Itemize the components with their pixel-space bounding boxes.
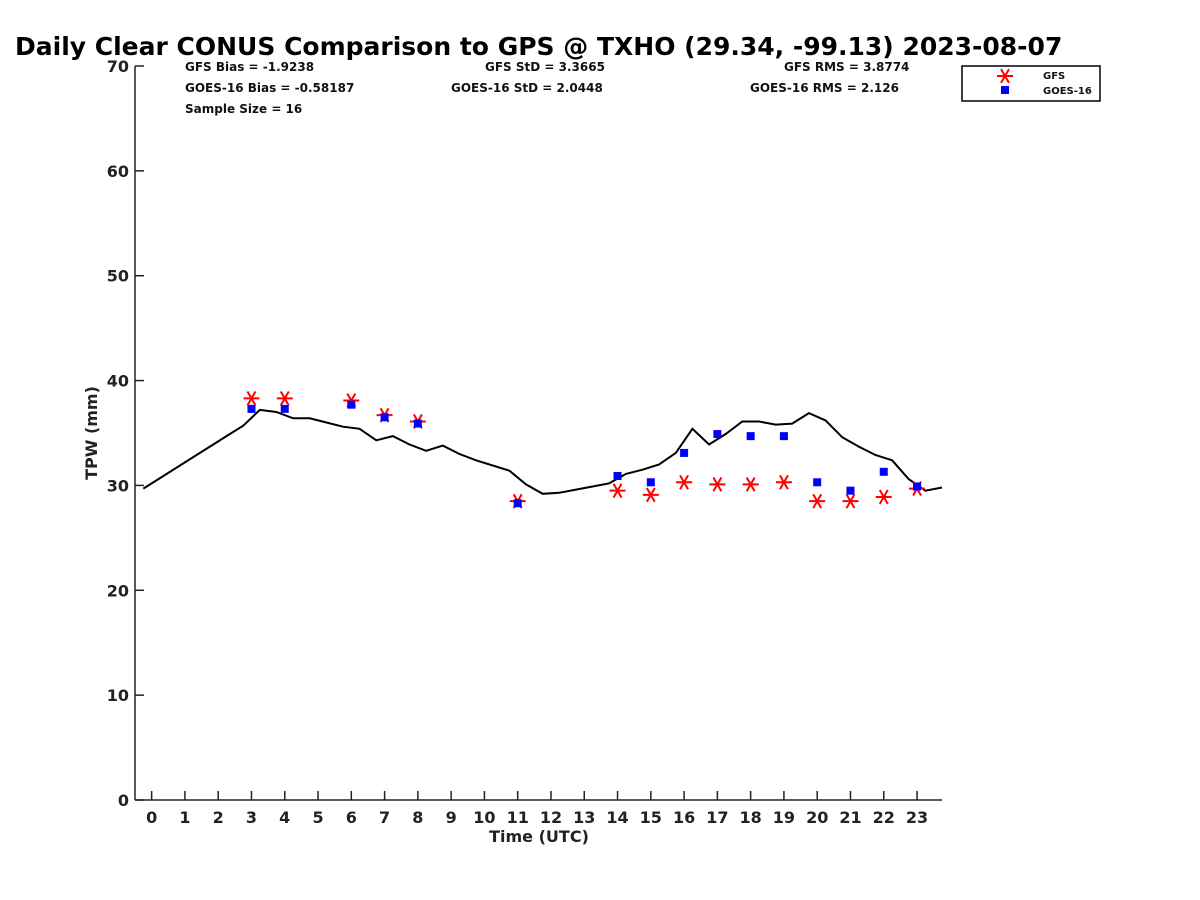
x-tick-label: 8: [412, 808, 423, 827]
x-tick-label: 7: [379, 808, 390, 827]
goes16-point: [846, 486, 855, 495]
x-tick-label: 22: [873, 808, 895, 827]
legend-gfs-symbol: [997, 68, 1013, 84]
stat-gfs-rms: GFS RMS = 3.8774: [784, 60, 909, 74]
y-tick-label: 70: [107, 57, 129, 76]
x-tick-label: 9: [446, 808, 457, 827]
goes16-point: [779, 432, 788, 441]
goes16-point: [813, 478, 822, 487]
x-tick-label: 4: [279, 808, 290, 827]
y-tick-label: 60: [107, 162, 129, 181]
stat-sample-size: Sample Size = 16: [185, 102, 302, 116]
y-tick-label: 0: [118, 791, 129, 810]
gfs-point: [609, 483, 626, 499]
goes16-point: [513, 499, 522, 508]
x-tick-label: 19: [773, 808, 795, 827]
x-tick-label: 13: [573, 808, 595, 827]
gfs-point: [875, 489, 892, 505]
stat-goes-rms: GOES-16 RMS = 2.126: [750, 81, 899, 95]
y-tick-label: 20: [107, 581, 129, 600]
plot-area: [142, 390, 943, 509]
chart-title: Daily Clear CONUS Comparison to GPS @ TX…: [15, 32, 1062, 61]
gfs-point: [775, 474, 792, 490]
x-tick-label: 20: [806, 808, 828, 827]
stat-gfs-std: GFS StD = 3.3665: [485, 60, 605, 74]
legend-goes-marker: [1001, 86, 1009, 94]
x-tick-label: 16: [673, 808, 695, 827]
x-tick-label: 5: [312, 808, 323, 827]
x-axis-label: Time (UTC): [489, 827, 589, 846]
goes16-point: [247, 404, 256, 413]
y-tick-label: 40: [107, 372, 129, 391]
goes16-point: [347, 400, 356, 409]
legend-box: [961, 65, 1101, 102]
gfs-point: [676, 474, 693, 490]
goes16-point: [746, 432, 755, 441]
legend-goes-symbol: [1001, 86, 1009, 94]
x-tick-label: 15: [640, 808, 662, 827]
stat-gfs-bias: GFS Bias = -1.9238: [185, 60, 314, 74]
x-tick-label: 2: [213, 808, 224, 827]
gfs-point: [842, 493, 859, 509]
stat-goes-bias: GOES-16 Bias = -0.58187: [185, 81, 354, 95]
legend: GFS GOES-16: [961, 65, 1101, 102]
x-tick-label: 23: [906, 808, 928, 827]
gfs-point: [243, 390, 260, 406]
legend-gfs-marker: [997, 68, 1013, 84]
gfs-point: [276, 390, 293, 406]
gfs-point: [709, 476, 726, 492]
stats-block: GFS Bias = -1.9238 GFS StD = 3.3665 GFS …: [185, 60, 909, 116]
goes16-point: [713, 430, 722, 439]
x-tick-label: 0: [146, 808, 157, 827]
goes16-point: [913, 482, 922, 491]
x-tick-label: 17: [706, 808, 728, 827]
stat-goes-std: GOES-16 StD = 2.0448: [451, 81, 603, 95]
goes16-point: [646, 478, 655, 487]
x-tick-label: 21: [839, 808, 861, 827]
x-tick-label: 11: [507, 808, 529, 827]
legend-gfs-label: GFS: [1043, 71, 1065, 82]
y-axis-label: TPW (mm): [82, 386, 101, 480]
gps-series-line: [142, 408, 943, 495]
y-tick-label: 30: [107, 476, 129, 495]
goes16-point: [879, 467, 888, 476]
x-tick-label: 1: [179, 808, 190, 827]
y-tick-label: 50: [107, 267, 129, 286]
gfs-point: [742, 476, 759, 492]
y-tick-label: 10: [107, 686, 129, 705]
goes16-point: [280, 404, 289, 413]
x-tick-label: 12: [540, 808, 562, 827]
legend-goes-label: GOES-16: [1043, 86, 1092, 97]
goes16-point: [613, 471, 622, 480]
gfs-point: [642, 487, 659, 503]
goes16-point: [413, 419, 422, 428]
x-tick-label: 10: [473, 808, 495, 827]
gfs-point: [809, 493, 826, 509]
goes16-point: [680, 448, 689, 457]
goes16-point: [380, 413, 389, 422]
x-tick-label: 18: [740, 808, 762, 827]
x-tick-label: 14: [606, 808, 628, 827]
x-tick-label: 3: [246, 808, 257, 827]
x-tick-label: 6: [346, 808, 357, 827]
